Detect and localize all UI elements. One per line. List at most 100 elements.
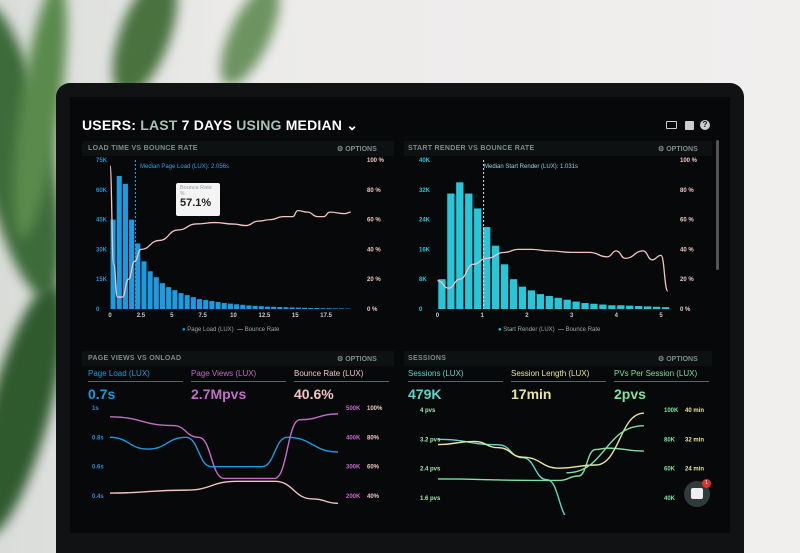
histogram-bar (222, 303, 227, 309)
notification-badge: 1 (702, 479, 711, 488)
y2-tick-label: 100 % (680, 158, 698, 164)
y2-tick-label: 60 % (367, 218, 381, 224)
y-tick-label: 0 (96, 307, 100, 313)
histogram-bar (271, 307, 276, 309)
y-tick-label: 1s (92, 406, 99, 412)
x-tick-label: 17.5 (320, 313, 332, 319)
y2-tick-label: 100 % (367, 158, 385, 164)
x-tick-label: 2 (525, 313, 529, 319)
y-tick-label: 8K (419, 277, 427, 283)
x-tick-label: 5 (170, 313, 174, 319)
histogram-bar (653, 307, 660, 309)
y2-tick-label: 60K (664, 467, 676, 473)
histogram-bar (111, 220, 116, 309)
x-tick-label: 12.5 (259, 313, 271, 319)
chat-button[interactable]: 1 (684, 481, 710, 507)
y-tick-label: 15K (96, 277, 108, 283)
histogram-bar (209, 301, 214, 309)
histogram-bar (216, 302, 221, 309)
y-tick-label: 32K (419, 188, 431, 194)
histogram-bar (314, 308, 319, 309)
x-tick-label: 3 (570, 313, 574, 319)
y2-tick-label: 100K (664, 408, 679, 414)
x-tick-label: 7.5 (198, 313, 207, 319)
histogram-bar (154, 277, 159, 309)
histogram-bar (302, 308, 307, 309)
histogram-bar (662, 307, 669, 309)
histogram-bar (474, 208, 481, 309)
histogram-bar (166, 287, 171, 309)
histogram-bar (265, 307, 270, 309)
histogram-bar (327, 308, 332, 309)
histogram-bar (148, 271, 153, 309)
histogram-bar (203, 300, 208, 309)
y-tick-label: 40K (419, 158, 431, 164)
y2-tick-label: 80 % (680, 188, 694, 194)
histogram-bar (234, 304, 239, 309)
y3-tick-label: 60% (367, 465, 380, 471)
y3-tick-label: 32 min (685, 437, 704, 443)
histogram-bar (501, 264, 508, 309)
histogram-bar (141, 261, 146, 309)
histogram-bar (283, 307, 288, 309)
y-tick-label: 0.6s (92, 465, 104, 471)
histogram-bar (277, 307, 282, 309)
y3-tick-label: 80% (367, 435, 380, 441)
y2-tick-label: 80 % (367, 188, 381, 194)
histogram-bar (563, 300, 570, 309)
histogram-bar (572, 302, 579, 309)
histogram-bar (608, 305, 615, 309)
x-tick-label: 2.5 (137, 313, 146, 319)
y-tick-label: 30K (96, 247, 108, 253)
y2-tick-label: 300K (346, 465, 361, 471)
series-line (110, 481, 338, 503)
histogram-bar (296, 308, 301, 309)
y2-tick-label: 0 % (680, 307, 691, 313)
x-tick-label: 5 (659, 313, 663, 319)
histogram-bar (447, 194, 454, 309)
y-tick-label: 0.8s (92, 435, 104, 441)
histogram-bar (259, 306, 264, 309)
y-tick-label: 0.4s (92, 494, 104, 500)
x-tick-label: 4 (615, 313, 619, 319)
histogram-bar (117, 176, 122, 309)
x-tick-label: 15 (292, 313, 299, 319)
histogram-bar (626, 306, 633, 309)
y-tick-label: 3.2 pvs (420, 437, 441, 443)
histogram-bar (308, 308, 313, 309)
histogram-bar (555, 298, 562, 309)
histogram-bar (519, 287, 526, 309)
histogram-bar (528, 290, 535, 309)
y-tick-label: 2.4 pvs (420, 467, 441, 473)
y2-tick-label: 80K (664, 437, 676, 443)
x-tick-label: 0 (436, 313, 440, 319)
y2-tick-label: 60 % (680, 218, 694, 224)
y2-tick-label: 40 % (680, 247, 694, 253)
histogram-bar (191, 297, 196, 309)
histogram-bar (483, 227, 490, 309)
y-tick-label: 1.6 pvs (420, 496, 441, 502)
histogram-bar (178, 293, 183, 309)
histogram-bar (333, 308, 338, 309)
y2-tick-label: 500K (346, 406, 361, 412)
histogram-bar (339, 308, 344, 309)
histogram-bar (321, 308, 326, 309)
series-line (110, 437, 338, 466)
y-tick-label: 45K (96, 218, 108, 224)
histogram-bar (465, 194, 472, 309)
y3-tick-label: 100% (367, 406, 383, 412)
y-tick-label: 4 pvs (420, 408, 436, 414)
y2-tick-label: 20 % (367, 277, 381, 283)
histogram-bar (290, 307, 295, 309)
y2-tick-label: 20 % (680, 277, 694, 283)
histogram-bar (253, 306, 258, 309)
y2-tick-label: 200K (346, 494, 361, 500)
histogram-bar (581, 303, 588, 309)
y2-tick-label: 0 % (367, 307, 378, 313)
histogram-bar (590, 304, 597, 309)
histogram-bar (185, 295, 190, 309)
histogram-bar (240, 305, 245, 309)
x-tick-label: 0 (108, 313, 112, 319)
x-tick-label: 1 (481, 313, 485, 319)
